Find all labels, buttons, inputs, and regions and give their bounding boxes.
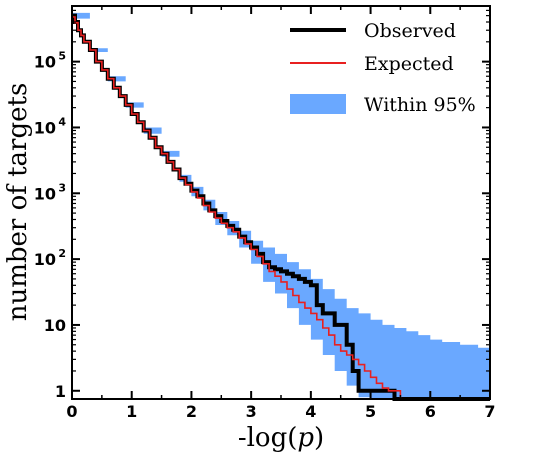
expected-line (72, 16, 490, 400)
x-axis-title: -log(p) (238, 423, 324, 453)
legend: Observed Expected Within 95% (290, 20, 476, 116)
y-tick-label: 10 (34, 184, 56, 203)
y-tick-exponent: 4 (58, 115, 66, 128)
lines-layer (72, 13, 490, 401)
y-tick-label: 10 (44, 316, 66, 335)
legend-observed-label: Observed (364, 20, 456, 42)
x-tick-label: 4 (305, 402, 316, 421)
x-tick-label: 0 (66, 402, 77, 421)
y-tick-label: 1 (55, 382, 66, 401)
y-tick-label: 10 (34, 250, 56, 269)
confidence-band (72, 12, 490, 400)
x-tick-label: 6 (425, 402, 436, 421)
x-tick-label: 7 (484, 402, 495, 421)
y-tick-label: 10 (34, 53, 56, 72)
y-tick-exponent: 2 (58, 247, 66, 260)
y-tick-label: 10 (34, 118, 56, 137)
y-tick-exponent: 3 (58, 181, 66, 194)
x-tick-label: 2 (186, 402, 197, 421)
band-layer (72, 12, 490, 400)
y-tick-exponent: 5 (58, 50, 66, 63)
x-tick-label: 5 (365, 402, 376, 421)
x-tick-label: 1 (126, 402, 137, 421)
legend-band-label: Within 95% (364, 94, 476, 116)
legend-band-swatch (290, 94, 346, 114)
legend-expected-label: Expected (364, 53, 454, 75)
y-axis-title: number of targets (3, 83, 33, 322)
x-tick-label: 3 (246, 402, 257, 421)
